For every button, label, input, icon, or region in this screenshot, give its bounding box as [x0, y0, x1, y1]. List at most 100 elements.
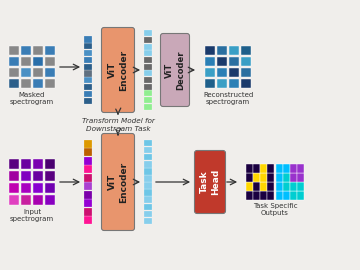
- Bar: [144, 64, 152, 70]
- Bar: [144, 37, 152, 43]
- Bar: [144, 140, 152, 146]
- Bar: [9, 183, 19, 193]
- Bar: [144, 104, 152, 110]
- Bar: [45, 171, 55, 181]
- Bar: [21, 79, 31, 88]
- Bar: [297, 182, 304, 191]
- Text: Reconstructed
spectrogram: Reconstructed spectrogram: [203, 92, 253, 105]
- Bar: [84, 63, 92, 70]
- Bar: [45, 159, 55, 169]
- Bar: [144, 218, 152, 224]
- Bar: [276, 173, 283, 182]
- Text: Transform Model for
Downstream Task: Transform Model for Downstream Task: [82, 118, 154, 132]
- Bar: [253, 182, 260, 191]
- Bar: [45, 57, 55, 66]
- Bar: [84, 208, 92, 216]
- Bar: [21, 183, 31, 193]
- Bar: [21, 171, 31, 181]
- Bar: [33, 57, 43, 66]
- Bar: [290, 182, 297, 191]
- Bar: [267, 173, 274, 182]
- Bar: [45, 195, 55, 205]
- Bar: [241, 46, 251, 55]
- Bar: [229, 79, 239, 88]
- Bar: [267, 164, 274, 173]
- Bar: [144, 70, 152, 76]
- Bar: [84, 50, 92, 56]
- FancyBboxPatch shape: [194, 150, 225, 214]
- Bar: [9, 79, 19, 88]
- Bar: [241, 68, 251, 77]
- Bar: [276, 191, 283, 200]
- Bar: [283, 164, 290, 173]
- Bar: [84, 97, 92, 104]
- Bar: [241, 79, 251, 88]
- FancyBboxPatch shape: [102, 133, 135, 231]
- Bar: [84, 182, 92, 190]
- Bar: [84, 84, 92, 90]
- Bar: [144, 161, 152, 167]
- Bar: [260, 173, 267, 182]
- Bar: [246, 173, 253, 182]
- Bar: [144, 50, 152, 56]
- Bar: [33, 195, 43, 205]
- Bar: [253, 191, 260, 200]
- FancyBboxPatch shape: [161, 33, 189, 106]
- Text: ViT
Decoder: ViT Decoder: [165, 50, 185, 90]
- Bar: [84, 77, 92, 83]
- Bar: [217, 79, 227, 88]
- Bar: [9, 171, 19, 181]
- Bar: [144, 77, 152, 83]
- Bar: [21, 159, 31, 169]
- Bar: [260, 191, 267, 200]
- Bar: [45, 79, 55, 88]
- Bar: [45, 183, 55, 193]
- Bar: [205, 57, 215, 66]
- Bar: [144, 57, 152, 63]
- Bar: [84, 165, 92, 173]
- Text: Masked
spectrogram: Masked spectrogram: [10, 92, 54, 105]
- Bar: [144, 211, 152, 217]
- Bar: [267, 191, 274, 200]
- Text: ViT
Encoder: ViT Encoder: [108, 161, 128, 202]
- Bar: [246, 164, 253, 173]
- Bar: [290, 191, 297, 200]
- Bar: [297, 173, 304, 182]
- Bar: [84, 36, 92, 42]
- Bar: [246, 191, 253, 200]
- Text: Task Specific
Outputs: Task Specific Outputs: [253, 203, 297, 216]
- Bar: [144, 197, 152, 203]
- Bar: [229, 46, 239, 55]
- Bar: [144, 97, 152, 103]
- Bar: [144, 154, 152, 160]
- Bar: [21, 46, 31, 55]
- Bar: [144, 30, 152, 36]
- Bar: [144, 182, 152, 189]
- Bar: [21, 57, 31, 66]
- Bar: [205, 79, 215, 88]
- Text: ViT
Encoder: ViT Encoder: [108, 49, 128, 90]
- Bar: [276, 164, 283, 173]
- Bar: [45, 68, 55, 77]
- Bar: [33, 183, 43, 193]
- Bar: [229, 57, 239, 66]
- Bar: [84, 91, 92, 97]
- Bar: [260, 182, 267, 191]
- Bar: [9, 57, 19, 66]
- Text: Input
spectrogram: Input spectrogram: [10, 209, 54, 222]
- Bar: [290, 173, 297, 182]
- Bar: [276, 182, 283, 191]
- Bar: [283, 173, 290, 182]
- Bar: [84, 191, 92, 199]
- Bar: [253, 173, 260, 182]
- Bar: [144, 90, 152, 96]
- Bar: [144, 168, 152, 175]
- Bar: [9, 46, 19, 55]
- Bar: [84, 157, 92, 165]
- Bar: [260, 164, 267, 173]
- Bar: [84, 140, 92, 148]
- Bar: [84, 70, 92, 76]
- Bar: [21, 195, 31, 205]
- Bar: [217, 46, 227, 55]
- Text: Task
Head: Task Head: [200, 169, 220, 195]
